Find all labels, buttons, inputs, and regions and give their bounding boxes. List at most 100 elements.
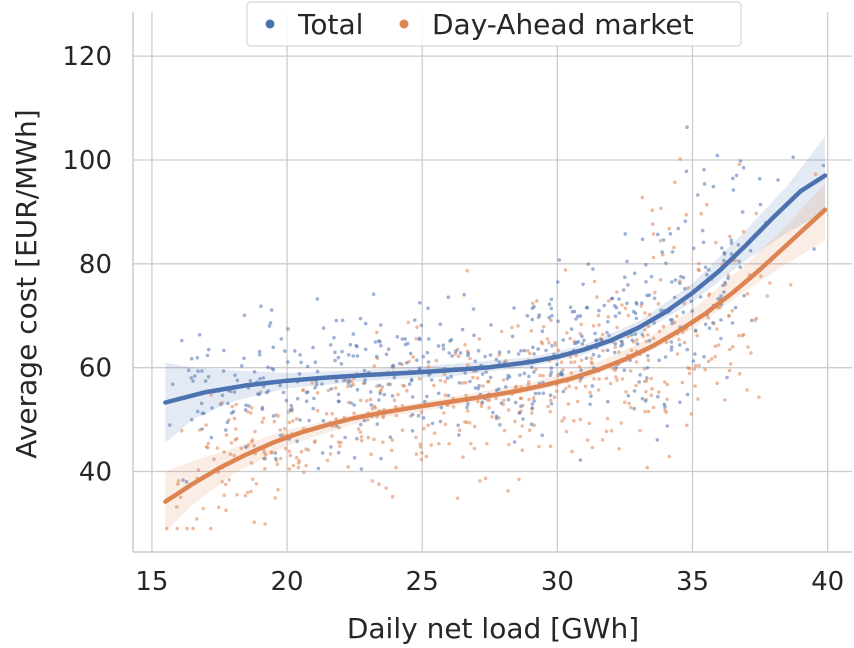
scatter-point-total — [590, 384, 595, 388]
scatter-point-day-ahead — [547, 340, 551, 345]
scatter-point-day-ahead — [555, 389, 559, 394]
scatter-point-total — [239, 364, 244, 368]
x-tick-label: 25 — [406, 567, 439, 597]
scatter-point-day-ahead — [465, 420, 469, 425]
scatter-point-total — [195, 356, 200, 360]
scatter-point-total — [314, 383, 319, 387]
scatter-point-total — [247, 404, 251, 408]
scatter-point-day-ahead — [467, 421, 472, 425]
scatter-point-total — [544, 348, 548, 353]
scatter-point-day-ahead — [506, 408, 511, 412]
scatter-point-total — [369, 403, 374, 407]
scatter-point-day-ahead — [579, 322, 584, 327]
scatter-point-total — [758, 202, 763, 207]
scatter-point-day-ahead — [591, 324, 596, 328]
scatter-point-total — [685, 347, 690, 352]
scatter-point-day-ahead — [486, 379, 490, 384]
scatter-point-total — [457, 433, 461, 437]
scatter-point-total — [259, 304, 263, 309]
scatter-point-day-ahead — [263, 522, 267, 526]
scatter-point-total — [421, 416, 426, 420]
scatter-point-total — [203, 379, 208, 383]
scatter-point-total — [681, 310, 686, 315]
scatter-point-day-ahead — [661, 324, 666, 329]
scatter-point-day-ahead — [754, 211, 759, 216]
scatter-point-total — [332, 335, 336, 340]
scatter-point-total — [585, 305, 590, 310]
scatter-point-day-ahead — [360, 438, 364, 443]
scatter-point-day-ahead — [697, 268, 701, 273]
scatter-point-total — [659, 308, 663, 313]
scatter-point-day-ahead — [330, 412, 335, 416]
scatter-point-total — [439, 405, 444, 410]
scatter-point-total — [224, 428, 228, 432]
scatter-point-total — [644, 280, 648, 284]
scatter-point-total — [670, 321, 674, 326]
x-axis-label: Daily net load [GWh] — [347, 612, 639, 645]
scatter-point-day-ahead — [649, 376, 653, 381]
trend-line-day-ahead — [163, 207, 828, 504]
scatter-point-total — [703, 322, 708, 327]
scatter-point-day-ahead — [287, 449, 292, 454]
scatter-point-total — [547, 315, 551, 320]
y-tick-label: 120 — [62, 42, 112, 72]
scatter-point-total — [645, 293, 649, 298]
scatter-point-day-ahead — [619, 421, 624, 425]
scatter-point-total — [617, 311, 622, 315]
scatter-point-day-ahead — [249, 411, 253, 415]
scatter-point-day-ahead — [278, 428, 283, 432]
scatter-point-total — [635, 342, 640, 346]
scatter-point-day-ahead — [301, 388, 306, 392]
scatter-point-total — [355, 354, 360, 358]
scatter-point-day-ahead — [578, 379, 583, 383]
scatter-point-total — [662, 402, 667, 407]
scatter-point-day-ahead — [204, 423, 208, 427]
scatter-point-total — [738, 265, 742, 269]
scatter-point-day-ahead — [541, 373, 545, 378]
scatter-point-total — [484, 370, 488, 374]
scatter-point-total — [532, 352, 536, 356]
scatter-point-total — [726, 276, 730, 281]
scatter-point-total — [278, 433, 283, 438]
scatter-point-day-ahead — [235, 436, 239, 441]
scatter-point-day-ahead — [728, 234, 732, 239]
scatter-point-total — [670, 280, 674, 284]
scatter-point-day-ahead — [477, 337, 482, 341]
scatter-point-day-ahead — [615, 378, 619, 383]
scatter-point-total — [719, 318, 723, 322]
scatter-point-day-ahead — [212, 457, 216, 462]
scatter-point-total — [286, 327, 290, 331]
scatter-point-total — [266, 365, 270, 370]
scatter-point-total — [206, 347, 211, 352]
scatter-point-day-ahead — [175, 505, 179, 509]
scatter-point-day-ahead — [372, 364, 377, 368]
scatter-point-total — [281, 390, 286, 395]
scatter-point-day-ahead — [365, 418, 370, 422]
scatter-point-day-ahead — [501, 378, 506, 382]
scatter-point-day-ahead — [579, 358, 584, 363]
scatter-point-total — [721, 283, 725, 288]
scatter-point-day-ahead — [394, 413, 399, 418]
scatter-point-day-ahead — [245, 490, 250, 495]
scatter-point-total — [462, 292, 466, 297]
scatter-point-total — [349, 401, 354, 405]
scatter-point-total — [678, 281, 682, 286]
scatter-point-total — [722, 258, 726, 263]
scatter-point-total — [427, 337, 431, 341]
scatter-point-day-ahead — [684, 212, 688, 217]
scatter-point-total — [252, 370, 257, 374]
scatter-point-total — [273, 456, 278, 461]
scatter-point-day-ahead — [485, 441, 489, 446]
scatter-point-total — [597, 308, 601, 313]
scatter-point-day-ahead — [365, 399, 369, 403]
scatter-point-total — [736, 243, 741, 247]
scatter-point-total — [333, 358, 337, 363]
scatter-point-day-ahead — [178, 495, 183, 500]
scatter-point-total — [206, 375, 211, 379]
scatter-point-day-ahead — [574, 386, 578, 390]
scatter-point-total — [522, 348, 527, 353]
scatter-point-total — [221, 369, 226, 373]
scatter-point-day-ahead — [263, 467, 267, 471]
scatter-point-day-ahead — [520, 424, 524, 428]
